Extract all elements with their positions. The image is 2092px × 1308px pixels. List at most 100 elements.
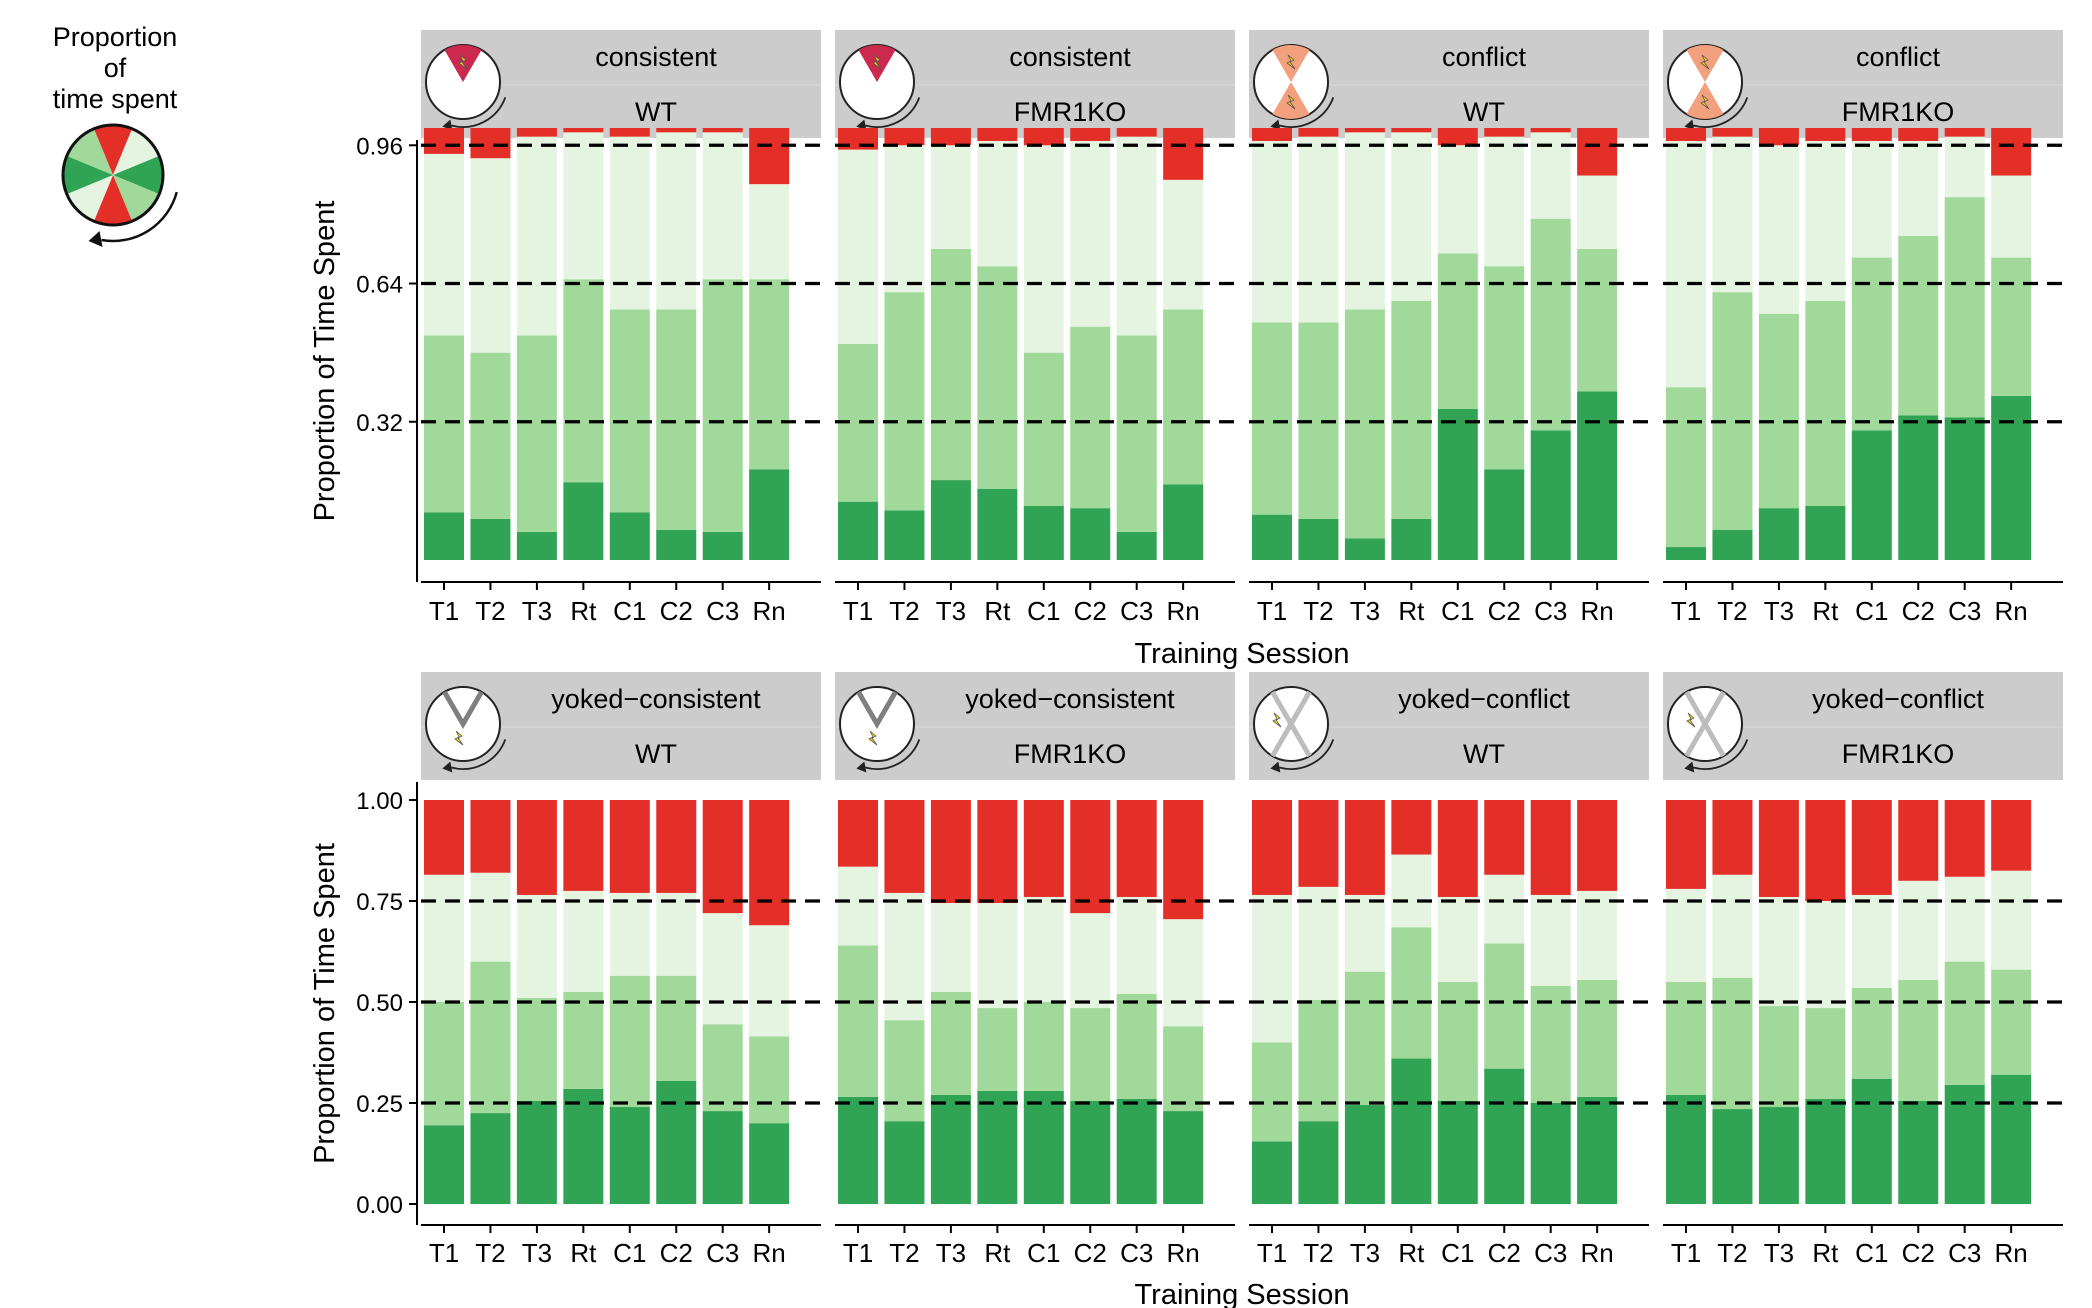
bar-segment-dark [1530, 1103, 1571, 1204]
bar-segment-mid [1023, 352, 1064, 506]
bar-segment-shock [749, 128, 790, 185]
bar-segment-shock [1298, 128, 1339, 137]
shock-bolt-icon [868, 730, 878, 746]
x-tick-label: Rn [753, 1238, 786, 1268]
consistent-arena-icon [839, 44, 921, 131]
bar-segment-mid [977, 266, 1018, 489]
bar-segment-mid [884, 292, 925, 511]
panel: yoked−conflict WT T1 T2 T3 Rt C1 C2 C3 Rn [1249, 672, 1649, 1268]
bar-segment-mid [1898, 979, 1939, 1101]
x-tick-label: T2 [475, 596, 505, 626]
panel: yoked−consistent WT T1 T2 T3 Rt C1 C2 C3 Rn [421, 672, 821, 1268]
x-tick-label: C3 [1534, 1238, 1567, 1268]
bar-segment-shock [609, 128, 650, 137]
strip-top-label: consistent [595, 42, 717, 72]
bar-segment-light [1898, 140, 1939, 236]
x-tick-label: C3 [1120, 1238, 1153, 1268]
bar-segment-shock [1530, 128, 1571, 133]
x-tick-label: C1 [1855, 596, 1888, 626]
rotation-arrowhead-icon [856, 761, 867, 773]
bar-segment-light [1116, 896, 1157, 994]
bar-segment-dark [1712, 529, 1753, 560]
panel: conflict WT T1 T2 T3 Rt C1 C2 C3 Rn [1249, 30, 1649, 626]
x-tick-label: C2 [1488, 596, 1521, 626]
bar-segment-dark [1023, 506, 1064, 560]
bar-segment-dark [1252, 1141, 1292, 1204]
bar-segment-mid [1712, 977, 1753, 1110]
bar-segment-mid [749, 1036, 790, 1124]
bar-segment-light [930, 903, 971, 992]
bar-segment-mid [1805, 300, 1846, 506]
x-tick-label: C1 [613, 596, 646, 626]
bar-segment-light [977, 903, 1018, 1009]
bar-segment-mid [1252, 322, 1292, 515]
bar-segment-dark [1391, 1058, 1432, 1204]
bar-segment-light [977, 140, 1018, 267]
bar-segment-shock [884, 128, 925, 146]
x-tick-label: T3 [522, 596, 552, 626]
bar-segment-light [1530, 894, 1571, 986]
bar-segment-light [1437, 896, 1478, 982]
bar-segment-light [609, 136, 650, 310]
bar-segment-mid [1944, 961, 1985, 1085]
bar-segment-light [702, 913, 743, 1025]
bar-segment-light [1163, 179, 1204, 310]
bar-segment-dark [1023, 1090, 1064, 1204]
x-tick-label: T3 [1350, 596, 1380, 626]
strip-top-label: consistent [1009, 42, 1131, 72]
bar-segment-dark [1530, 430, 1571, 560]
bar-segment-mid [1437, 253, 1478, 409]
bar-segment-dark [1298, 1121, 1339, 1204]
bar-segment-dark [1116, 1098, 1157, 1204]
x-tick-label: T3 [522, 1238, 552, 1268]
bar-segment-shock [1070, 800, 1111, 914]
yoked-consistent-arena-icon [839, 686, 921, 773]
shock-bolt-icon [1286, 54, 1296, 70]
bar-segment-dark [884, 1121, 925, 1204]
bar-segment-mid [563, 279, 604, 483]
x-tick-label: C2 [1074, 1238, 1107, 1268]
bar-segment-shock [1023, 128, 1064, 146]
bar-segment-mid [656, 309, 697, 530]
bar-segment-shock [1712, 800, 1753, 875]
bar-segment-shock [656, 128, 697, 133]
bar-segment-light [1391, 132, 1432, 301]
bar-segment-mid [1666, 387, 1706, 548]
bar-segment-light [838, 149, 878, 344]
x-tick-label: T1 [1671, 596, 1701, 626]
bar-segment-mid [1991, 257, 2032, 396]
bar-segment-shock [516, 800, 557, 895]
bar-segment-dark [977, 1090, 1018, 1204]
bar-segment-shock [884, 800, 925, 893]
y-tick-label: 0.50 [356, 990, 403, 1017]
rotation-arrow [865, 739, 921, 770]
bar-segment-light [1344, 894, 1385, 972]
bar-segment-dark [563, 482, 604, 560]
shock-bolt-icon [1686, 712, 1696, 728]
consistent-arena-icon [425, 44, 507, 131]
x-tick-label: T1 [1257, 1238, 1287, 1268]
strip-bottom-label: FMR1KO [1842, 97, 1955, 127]
bar-segment-shock [1712, 128, 1753, 137]
bar-segment-light [470, 158, 511, 353]
bar-segment-dark [1070, 1100, 1111, 1204]
strip-bottom-label: FMR1KO [1014, 739, 1127, 769]
bar-segment-dark [1252, 514, 1292, 560]
bar-segment-mid [656, 975, 697, 1081]
yoked-conflict-arena-icon [1667, 686, 1749, 773]
x-tick-label: T2 [1303, 596, 1333, 626]
bar-segment-light [1944, 876, 1985, 962]
bar-segment-mid [838, 945, 878, 1097]
shock-bolt-icon [454, 730, 464, 746]
x-tick-label: T3 [936, 1238, 966, 1268]
x-tick-label: T3 [1350, 1238, 1380, 1268]
x-tick-label: C2 [1488, 1238, 1521, 1268]
bar-segment-shock [1577, 128, 1618, 176]
bar-segment-light [1851, 140, 1892, 258]
x-tick-label: C3 [1120, 596, 1153, 626]
conflict-arena-icon [1667, 44, 1749, 131]
bar-segment-shock [1484, 128, 1525, 137]
bar-segment-mid [1577, 248, 1618, 392]
bar-segment-mid [1070, 1008, 1111, 1101]
